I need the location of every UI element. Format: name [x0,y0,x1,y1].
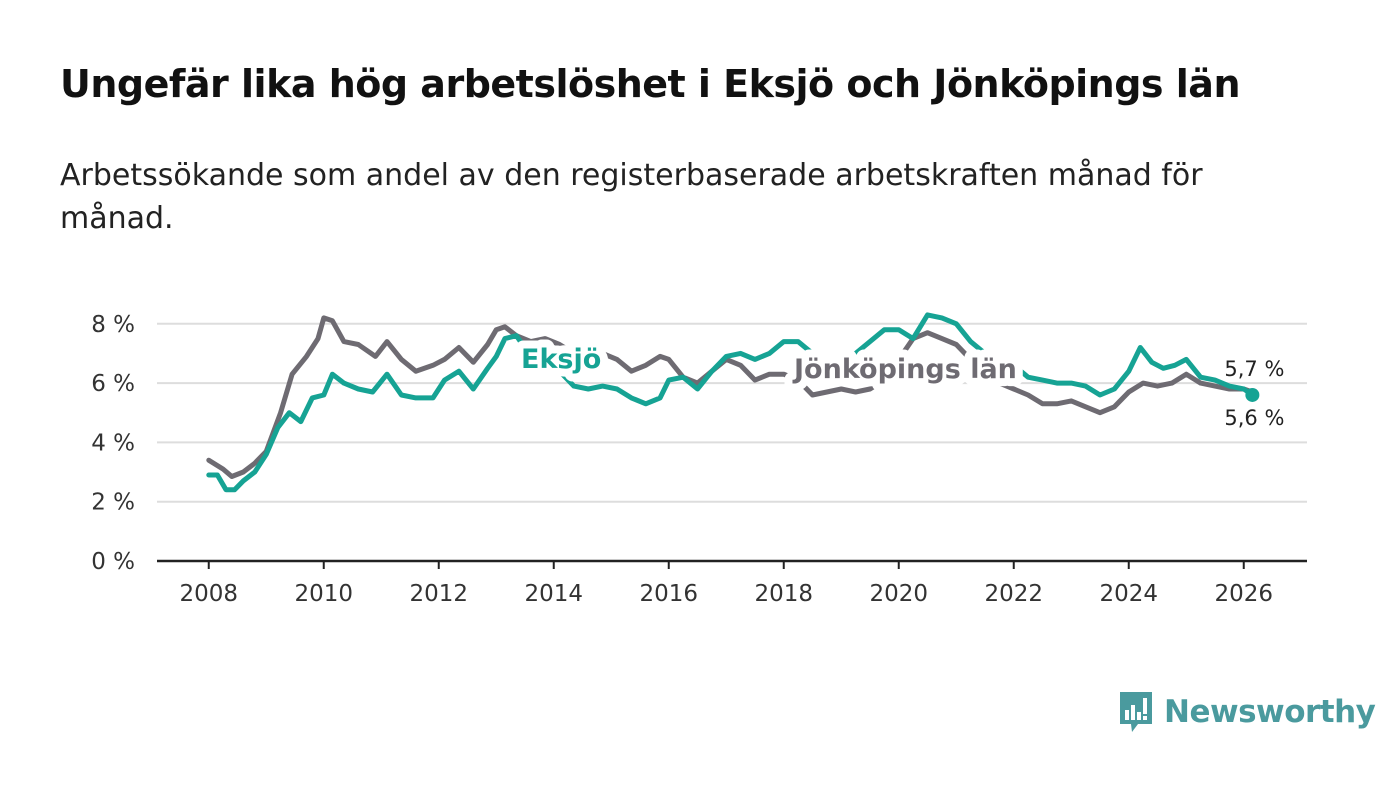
x-tick-label: 2014 [524,581,583,607]
jonkopings-lan-end-label: 5,7 % [1224,357,1284,381]
y-axis-ticks: 0 % 2 % 4 % 6 % 8 % [91,312,135,575]
x-tick-label: 2020 [869,581,928,607]
jonkopings-lan-series-label-text: Jönköpings län [792,354,1017,385]
x-tick-label: 2022 [984,581,1043,607]
x-tick-label: 2016 [639,581,698,607]
newsworthy-logo-icon [1120,692,1152,732]
x-axis-ticks: 2008 2010 2012 2014 2016 2018 2020 2022 2024 2026 [179,561,1273,607]
x-tick-label: 2024 [1099,581,1158,607]
x-tick-label: 2026 [1214,581,1273,607]
eksjo-end-marker [1245,387,1260,402]
y-tick-label: 4 % [91,430,135,456]
y-tick-label: 0 % [91,549,135,575]
series-lines [206,312,1255,493]
series-line-jonkopings-lan [206,315,1255,479]
chart-title: Ungefär lika hög arbetslöshet i Eksjö oc… [60,62,1241,106]
y-tick-label: 2 % [91,490,135,516]
x-tick-label: 2010 [294,581,353,607]
series-line-eksjo [206,312,1255,493]
eksjo-end-label: 5,6 % [1224,406,1284,430]
eksjo-series-label-text: Eksjö [521,344,601,375]
chart-subtitle: Arbetssökande som andel av den registerb… [60,158,1203,236]
x-tick-label: 2008 [179,581,238,607]
y-tick-label: 8 % [91,312,135,338]
x-tick-label: 2012 [409,581,468,607]
y-tick-label: 6 % [91,371,135,397]
brand-name: Newsworthy [1164,694,1376,730]
newsworthy-logo[interactable]: Newsworthy [1118,690,1376,734]
x-tick-label: 2018 [754,581,813,607]
